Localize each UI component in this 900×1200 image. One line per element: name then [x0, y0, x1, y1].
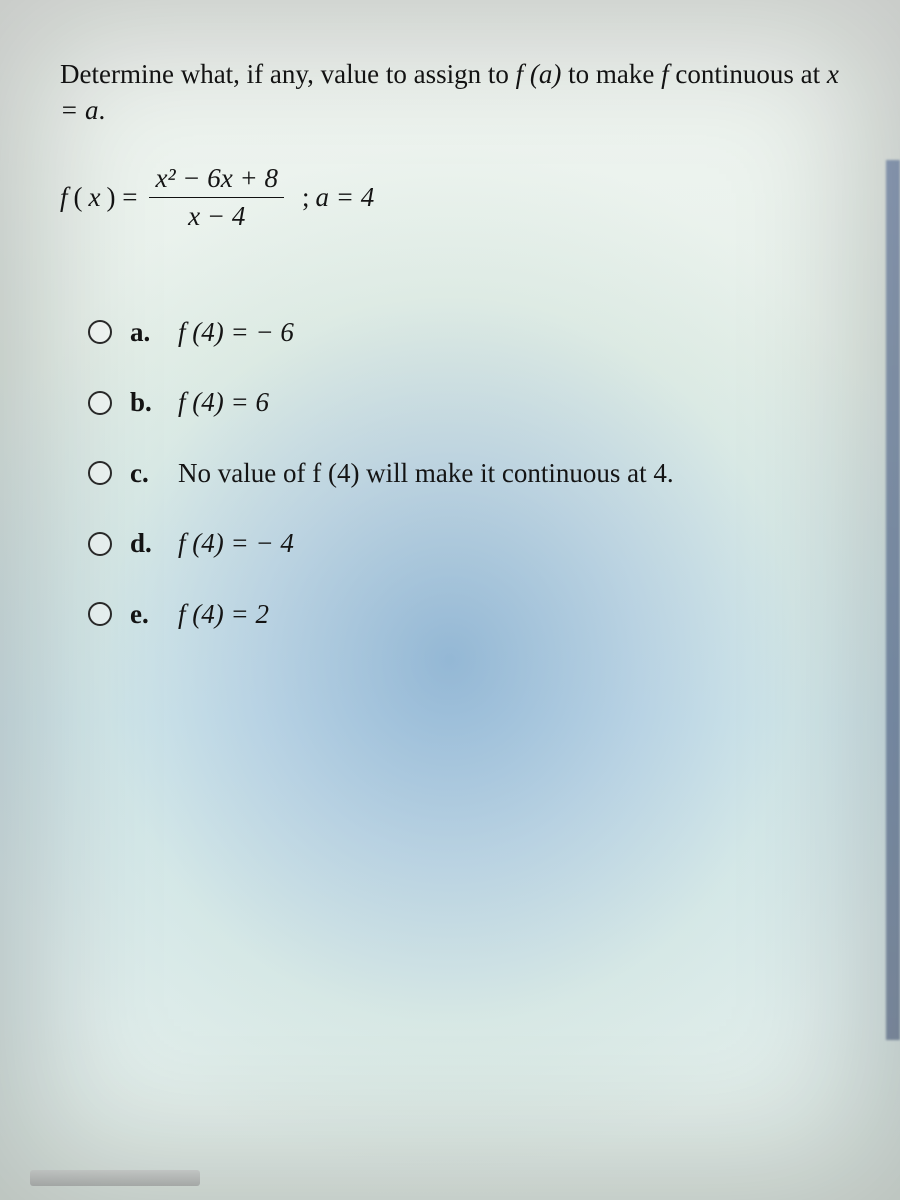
option-letter: a.	[130, 314, 160, 350]
option-text: f (4) = − 6	[178, 314, 294, 350]
radio-icon[interactable]	[88, 320, 112, 344]
prompt-mid: to make	[561, 59, 661, 89]
prompt-cont: continuous at	[669, 59, 827, 89]
fraction-bar	[149, 197, 284, 198]
prompt-end: .	[98, 95, 105, 125]
option-text: f (4) = − 4	[178, 525, 294, 561]
option-c[interactable]: c. No value of f (4) will make it contin…	[88, 455, 852, 491]
question-block: Determine what, if any, value to assign …	[0, 0, 900, 706]
option-text: f (4) = 6	[178, 384, 269, 420]
a-equals: a = 4	[316, 179, 375, 215]
radio-icon[interactable]	[88, 532, 112, 556]
option-e[interactable]: e. f (4) = 2	[88, 596, 852, 632]
radio-icon[interactable]	[88, 461, 112, 485]
prompt-f: f	[661, 59, 669, 89]
option-letter: c.	[130, 455, 160, 491]
option-d[interactable]: d. f (4) = − 4	[88, 525, 852, 561]
prompt-prefix: Determine what, if any, value to assign …	[60, 59, 516, 89]
fraction: x² − 6x + 8 x − 4	[149, 163, 284, 232]
option-a[interactable]: a. f (4) = − 6	[88, 314, 852, 350]
fraction-numerator: x² − 6x + 8	[149, 163, 284, 194]
option-text: f (4) = 2	[178, 596, 269, 632]
bottom-bar-fragment	[30, 1170, 200, 1186]
formula-separator: ;	[302, 179, 310, 215]
option-letter: d.	[130, 525, 160, 561]
lhs-open: (	[74, 179, 83, 215]
lhs-x: x	[89, 179, 101, 215]
prompt-fa: f (a)	[516, 59, 562, 89]
question-prompt: Determine what, if any, value to assign …	[60, 56, 852, 129]
lhs-f: f	[60, 179, 68, 215]
function-definition: f(x) = x² − 6x + 8 x − 4 ; a = 4	[60, 163, 852, 232]
radio-icon[interactable]	[88, 602, 112, 626]
option-b[interactable]: b. f (4) = 6	[88, 384, 852, 420]
fraction-denominator: x − 4	[182, 201, 251, 232]
radio-icon[interactable]	[88, 391, 112, 415]
option-text: No value of f (4) will make it continuou…	[178, 455, 674, 491]
answer-options: a. f (4) = − 6 b. f (4) = 6 c. No value …	[88, 314, 852, 632]
option-letter: e.	[130, 596, 160, 632]
lhs-close: ) =	[107, 179, 138, 215]
option-letter: b.	[130, 384, 160, 420]
